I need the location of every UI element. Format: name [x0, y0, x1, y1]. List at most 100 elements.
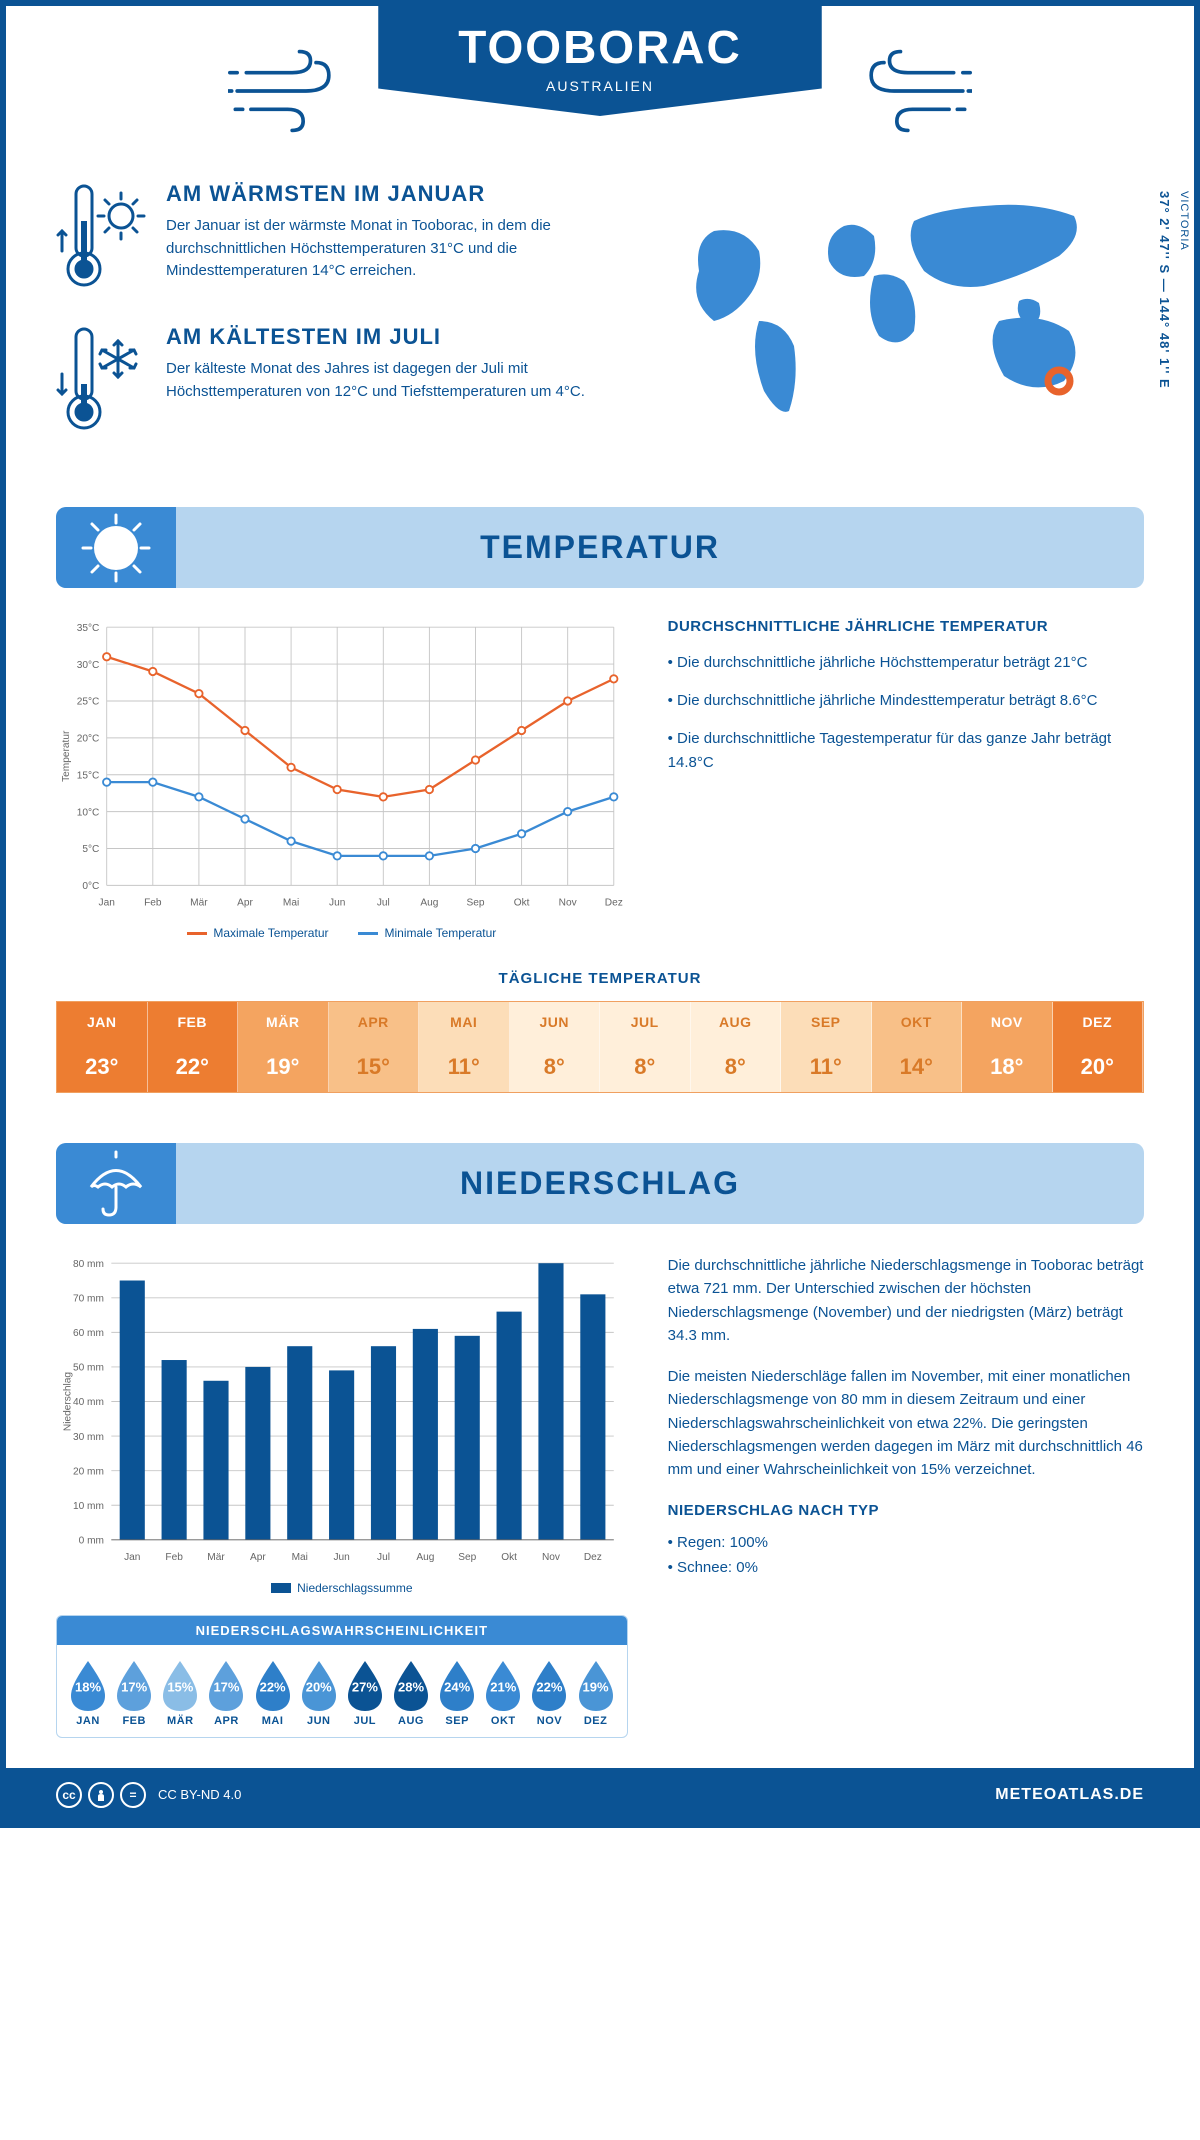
- daily-value: 20°: [1053, 1042, 1144, 1092]
- nd-icon: =: [120, 1782, 146, 1808]
- daily-value: 8°: [600, 1042, 691, 1092]
- prob-drop: 27% JUL: [342, 1659, 388, 1727]
- daily-month: AUG: [691, 1002, 782, 1042]
- daily-month: SEP: [781, 1002, 872, 1042]
- prob-drop: 21% OKT: [480, 1659, 526, 1727]
- section-head-temperature: TEMPERATUR: [56, 507, 1144, 588]
- svg-text:Feb: Feb: [165, 1552, 183, 1563]
- daily-value: 19°: [238, 1042, 329, 1092]
- precip-p1: Die durchschnittliche jährliche Niedersc…: [668, 1254, 1144, 1347]
- daily-value: 15°: [329, 1042, 420, 1092]
- daily-month: OKT: [872, 1002, 963, 1042]
- prob-drop: 20% JUN: [296, 1659, 342, 1727]
- daily-value: 8°: [510, 1042, 601, 1092]
- svg-text:15°C: 15°C: [77, 770, 100, 781]
- svg-text:60 mm: 60 mm: [73, 1328, 104, 1339]
- svg-text:Apr: Apr: [237, 898, 253, 909]
- daily-value: 11°: [419, 1042, 510, 1092]
- svg-text:25°C: 25°C: [77, 697, 100, 708]
- svg-text:Niederschlag: Niederschlag: [63, 1372, 74, 1431]
- fact-warm-title: AM WÄRMSTEN IM JANUAR: [166, 181, 634, 207]
- svg-text:Dez: Dez: [605, 898, 623, 909]
- daily-month: JAN: [57, 1002, 148, 1042]
- wind-icon-left: [228, 46, 338, 141]
- umbrella-icon: [56, 1143, 176, 1224]
- daily-value: 14°: [872, 1042, 963, 1092]
- svg-text:Okt: Okt: [501, 1552, 517, 1563]
- legend-min: Minimale Temperatur: [384, 926, 496, 940]
- thermometer-hot-icon: [56, 181, 146, 296]
- temp-legend: Maximale Temperatur Minimale Temperatur: [56, 926, 628, 940]
- svg-text:5°C: 5°C: [82, 844, 99, 855]
- daily-value: 11°: [781, 1042, 872, 1092]
- cc-icons: cc =: [56, 1782, 146, 1808]
- svg-text:Jun: Jun: [333, 1552, 349, 1563]
- svg-text:Jan: Jan: [124, 1552, 140, 1563]
- wind-icon-right: [862, 46, 972, 141]
- precip-bar-chart: 0 mm10 mm20 mm30 mm40 mm50 mm60 mm70 mm8…: [56, 1254, 628, 1594]
- precip-probability-box: NIEDERSCHLAGSWAHRSCHEINLICHKEIT 18% JAN …: [56, 1615, 628, 1738]
- daily-month: NOV: [962, 1002, 1053, 1042]
- svg-text:Okt: Okt: [514, 898, 530, 909]
- footer: cc = CC BY-ND 4.0 METEOATLAS.DE: [6, 1768, 1194, 1822]
- temp-bullet-3: • Die durchschnittliche Tagestemperatur …: [668, 727, 1144, 775]
- svg-text:50 mm: 50 mm: [73, 1363, 104, 1374]
- daily-temp-table: JANFEBMÄRAPRMAIJUNJULAUGSEPOKTNOVDEZ23°2…: [56, 1001, 1144, 1093]
- daily-month: MAI: [419, 1002, 510, 1042]
- daily-temp-title: TÄGLICHE TEMPERATUR: [56, 970, 1144, 987]
- prob-drop: 18% JAN: [65, 1659, 111, 1727]
- daily-month: JUL: [600, 1002, 691, 1042]
- svg-text:30 mm: 30 mm: [73, 1432, 104, 1443]
- svg-text:20 mm: 20 mm: [73, 1466, 104, 1477]
- svg-text:0 mm: 0 mm: [79, 1536, 104, 1547]
- svg-text:Nov: Nov: [559, 898, 578, 909]
- precip-p2: Die meisten Niederschläge fallen im Nove…: [668, 1365, 1144, 1481]
- facts-map-row: AM WÄRMSTEN IM JANUAR Der Januar ist der…: [56, 181, 1144, 467]
- prob-drop: 19% DEZ: [573, 1659, 619, 1727]
- prob-drop: 22% NOV: [526, 1659, 572, 1727]
- daily-value: 18°: [962, 1042, 1053, 1092]
- svg-text:Sep: Sep: [466, 898, 484, 909]
- world-map: VICTORIA 37° 2' 47'' S — 144° 48' 1'' E: [664, 181, 1144, 467]
- prob-drop: 28% AUG: [388, 1659, 434, 1727]
- fact-warm-text: Der Januar ist der wärmste Monat in Toob…: [166, 215, 634, 283]
- svg-text:Mai: Mai: [283, 898, 299, 909]
- svg-text:70 mm: 70 mm: [73, 1294, 104, 1305]
- svg-text:Aug: Aug: [420, 898, 438, 909]
- svg-text:Dez: Dez: [584, 1552, 602, 1563]
- temperature-summary: DURCHSCHNITTLICHE JÄHRLICHE TEMPERATUR •…: [668, 618, 1144, 940]
- prob-drop: 17% APR: [203, 1659, 249, 1727]
- svg-text:Mär: Mär: [207, 1552, 225, 1563]
- daily-month: MÄR: [238, 1002, 329, 1042]
- svg-text:10 mm: 10 mm: [73, 1501, 104, 1512]
- prob-drop: 17% FEB: [111, 1659, 157, 1727]
- section-head-precip: NIEDERSCHLAG: [56, 1143, 1144, 1224]
- daily-month: JUN: [510, 1002, 601, 1042]
- svg-text:Apr: Apr: [250, 1552, 266, 1563]
- country-subtitle: AUSTRALIEN: [458, 78, 742, 94]
- precip-summary: Die durchschnittliche jährliche Niedersc…: [668, 1254, 1144, 1737]
- legend-max: Maximale Temperatur: [213, 926, 328, 940]
- svg-text:Nov: Nov: [542, 1552, 561, 1563]
- by-icon: [88, 1782, 114, 1808]
- daily-value: 23°: [57, 1042, 148, 1092]
- map-region: VICTORIA: [1178, 191, 1190, 251]
- daily-value: 22°: [148, 1042, 239, 1092]
- daily-value: 8°: [691, 1042, 782, 1092]
- daily-month: FEB: [148, 1002, 239, 1042]
- svg-text:30°C: 30°C: [77, 660, 100, 671]
- svg-text:0°C: 0°C: [82, 881, 99, 892]
- svg-text:Feb: Feb: [144, 898, 162, 909]
- svg-text:Mai: Mai: [292, 1552, 308, 1563]
- prob-drop: 22% MAI: [250, 1659, 296, 1727]
- license-text: CC BY-ND 4.0: [158, 1787, 241, 1802]
- svg-text:Jun: Jun: [329, 898, 345, 909]
- temp-text-heading: DURCHSCHNITTLICHE JÄHRLICHE TEMPERATUR: [668, 618, 1144, 635]
- svg-text:Mär: Mär: [190, 898, 208, 909]
- sun-icon: [56, 507, 176, 588]
- fact-cold-text: Der kälteste Monat des Jahres ist dagege…: [166, 358, 634, 403]
- svg-text:40 mm: 40 mm: [73, 1397, 104, 1408]
- svg-text:Sep: Sep: [458, 1552, 476, 1563]
- legend-precip: Niederschlagssumme: [297, 1581, 412, 1595]
- svg-text:10°C: 10°C: [77, 807, 100, 818]
